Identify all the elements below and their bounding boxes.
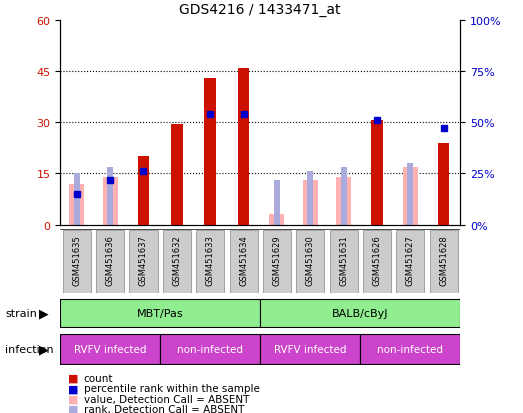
Text: percentile rank within the sample: percentile rank within the sample <box>84 383 259 393</box>
FancyBboxPatch shape <box>429 230 458 293</box>
FancyBboxPatch shape <box>63 230 91 293</box>
Text: GSM451628: GSM451628 <box>439 234 448 285</box>
Bar <box>307 172 313 225</box>
FancyBboxPatch shape <box>96 230 124 293</box>
Text: ■: ■ <box>68 404 78 413</box>
FancyBboxPatch shape <box>329 230 358 293</box>
Text: RVFV infected: RVFV infected <box>274 344 346 354</box>
Text: GSM451627: GSM451627 <box>406 234 415 285</box>
FancyBboxPatch shape <box>396 230 424 293</box>
Bar <box>70 184 84 225</box>
Text: RVFV infected: RVFV infected <box>74 344 146 354</box>
FancyBboxPatch shape <box>160 334 260 364</box>
Bar <box>274 180 280 225</box>
FancyBboxPatch shape <box>296 230 324 293</box>
Text: GSM451633: GSM451633 <box>206 234 214 285</box>
Text: count: count <box>84 373 113 383</box>
Bar <box>438 143 449 225</box>
Text: MBT/Pas: MBT/Pas <box>137 308 184 318</box>
Text: value, Detection Call = ABSENT: value, Detection Call = ABSENT <box>84 394 249 404</box>
Bar <box>138 157 150 225</box>
Bar <box>269 215 285 225</box>
Bar <box>103 178 118 225</box>
Bar <box>336 178 351 225</box>
Text: ▶: ▶ <box>39 342 49 356</box>
Text: strain: strain <box>5 308 37 318</box>
Text: GSM451637: GSM451637 <box>139 234 148 285</box>
FancyBboxPatch shape <box>130 230 157 293</box>
Text: non-infected: non-infected <box>177 344 243 354</box>
Text: GSM451636: GSM451636 <box>106 234 115 285</box>
FancyBboxPatch shape <box>196 230 224 293</box>
FancyBboxPatch shape <box>360 334 460 364</box>
Text: ▶: ▶ <box>39 306 49 319</box>
Title: GDS4216 / 1433471_at: GDS4216 / 1433471_at <box>179 3 341 17</box>
Bar <box>74 174 80 225</box>
FancyBboxPatch shape <box>363 230 391 293</box>
Text: GSM451632: GSM451632 <box>173 234 181 285</box>
Text: GSM451629: GSM451629 <box>272 234 281 285</box>
Text: GSM451634: GSM451634 <box>239 234 248 285</box>
Text: GSM451635: GSM451635 <box>72 234 81 285</box>
Text: ■: ■ <box>68 373 78 383</box>
Bar <box>107 168 113 225</box>
Bar <box>407 164 413 225</box>
FancyBboxPatch shape <box>260 334 360 364</box>
FancyBboxPatch shape <box>60 334 160 364</box>
Bar <box>204 78 216 225</box>
Text: infection: infection <box>5 344 54 354</box>
Bar <box>403 167 418 225</box>
Bar <box>303 181 317 225</box>
Text: ■: ■ <box>68 394 78 404</box>
FancyBboxPatch shape <box>260 299 460 327</box>
Text: GSM451631: GSM451631 <box>339 234 348 285</box>
Bar <box>340 168 347 225</box>
Bar <box>371 121 383 225</box>
Text: GSM451626: GSM451626 <box>372 234 381 285</box>
FancyBboxPatch shape <box>230 230 257 293</box>
FancyBboxPatch shape <box>60 299 260 327</box>
Text: BALB/cByJ: BALB/cByJ <box>332 308 389 318</box>
FancyBboxPatch shape <box>263 230 291 293</box>
Text: GSM451630: GSM451630 <box>306 234 315 285</box>
FancyBboxPatch shape <box>163 230 191 293</box>
Bar <box>171 125 183 225</box>
Text: ■: ■ <box>68 383 78 393</box>
Text: rank, Detection Call = ABSENT: rank, Detection Call = ABSENT <box>84 404 244 413</box>
Bar <box>237 68 249 225</box>
Text: non-infected: non-infected <box>377 344 443 354</box>
